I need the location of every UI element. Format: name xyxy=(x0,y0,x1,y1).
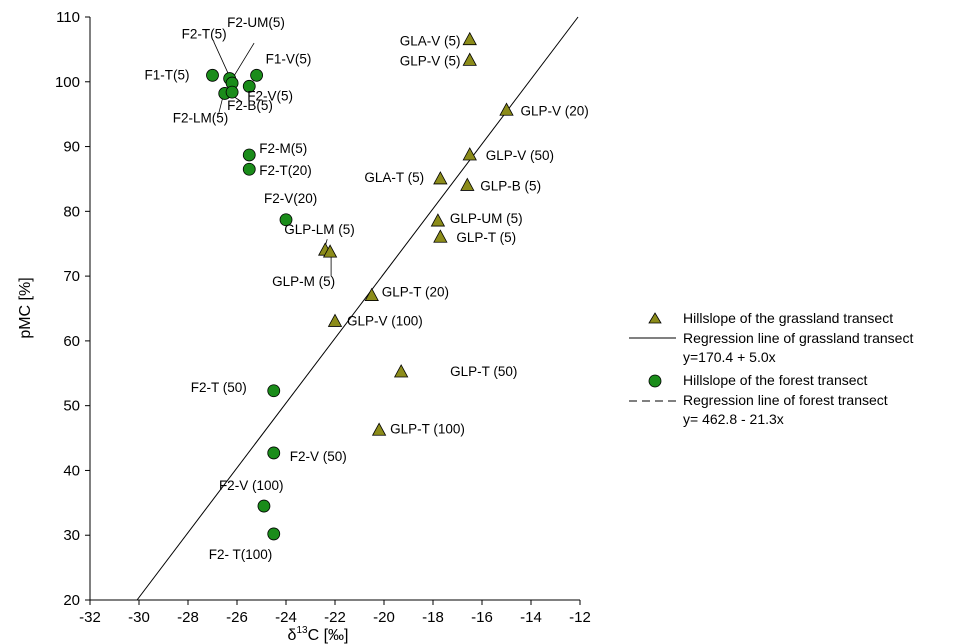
grassland-point xyxy=(393,364,409,378)
forest-point-label: F2-V (50) xyxy=(290,449,347,464)
grassland-point xyxy=(462,147,477,161)
forest-point-label: F2-T(5) xyxy=(182,27,227,42)
x-tick-label: -16 xyxy=(471,609,493,626)
legend-label-forest: Hillslope of the forest transect xyxy=(683,372,868,388)
point-labels: GLA-V (5) GLP-V (5) GLP-V (20) GLP-V (50) GL… xyxy=(145,15,589,562)
forest-label-leader xyxy=(213,41,230,75)
x-tick-label: -22 xyxy=(324,609,346,626)
grassland-point xyxy=(433,229,448,243)
grassland-point-label: GLP-V (50) xyxy=(486,148,554,163)
y-tick-label: 60 xyxy=(63,333,80,350)
grassland-point xyxy=(364,287,379,301)
forest-point-label: F1-V(5) xyxy=(266,51,312,66)
grassland-point-label: GLA-T (5) xyxy=(364,170,424,185)
x-axis-title-greek: δ xyxy=(288,627,297,644)
forest-point xyxy=(267,527,281,541)
forest-point xyxy=(242,79,256,93)
forest-point xyxy=(279,213,293,227)
grassland-point-label: GLP-V (20) xyxy=(521,103,589,118)
grassland-point xyxy=(462,31,477,46)
forest-point-label: F2-LM(5) xyxy=(173,110,229,125)
forest-point-label: F2-B(5) xyxy=(227,98,273,113)
y-axis-title: pMC [%] xyxy=(17,277,34,338)
x-tick-label: -24 xyxy=(275,609,297,626)
x-axis-title: δ13C [‰] xyxy=(288,625,349,644)
grassland-point xyxy=(462,52,477,66)
x-tick-label: -26 xyxy=(226,609,248,626)
forest-point-label: F2-V(5) xyxy=(247,88,293,103)
legend-label-grassland-regression: Regression line of grassland transect xyxy=(683,330,913,346)
grassland-point xyxy=(322,244,338,258)
grassland-point-label: GLP-LM (5) xyxy=(284,222,355,237)
x-tick-label: -20 xyxy=(373,609,395,626)
regression-line-grassland xyxy=(136,16,579,601)
x-tick-label: -30 xyxy=(128,609,150,626)
y-tick-label: 70 xyxy=(63,268,80,285)
x-tick-label: -32 xyxy=(79,609,101,626)
forest-point xyxy=(225,85,239,99)
legend: Hillslope of the grassland transect Regr… xyxy=(629,310,913,427)
legend-circle-marker xyxy=(648,374,662,388)
grassland-point-label: GLP-T (100) xyxy=(390,421,465,436)
x-axis-title-rest: C [‰] xyxy=(308,627,349,644)
forest-point xyxy=(250,68,264,82)
y-tick-label: 110 xyxy=(56,9,80,26)
y-tick-label: 40 xyxy=(63,462,80,479)
forest-point-label: F2-V(20) xyxy=(264,191,317,206)
grassland-point-label: GLA-V (5) xyxy=(400,34,461,49)
forest-point xyxy=(206,68,219,82)
grassland-point-label: GLP-T (50) xyxy=(450,364,517,379)
grassland-point-label: GLP-M (5) xyxy=(272,274,335,289)
forest-label-leader xyxy=(218,97,224,114)
y-tick-label: 20 xyxy=(63,592,80,609)
grassland-point xyxy=(499,102,514,116)
forest-point-label: F1-T(5) xyxy=(145,67,190,82)
legend-grassland-equation: y=170.4 + 5.0x xyxy=(683,349,776,365)
forest-point xyxy=(242,148,256,162)
x-tick-label: -14 xyxy=(520,609,542,626)
x-tick-label: -28 xyxy=(177,609,199,626)
grassland-point xyxy=(430,213,446,227)
legend-label-grassland: Hillslope of the grassland transect xyxy=(683,310,893,326)
grassland-point-label: GLP-V (5) xyxy=(400,53,461,68)
forest-point-label: F2-T (50) xyxy=(191,380,247,395)
grassland-point-label: GLP-T (5) xyxy=(456,230,516,245)
y-tick-label: 50 xyxy=(63,398,80,415)
x-tick-label: -18 xyxy=(422,609,444,626)
data-points xyxy=(206,31,514,541)
forest-point xyxy=(257,499,271,513)
grassland-point xyxy=(433,171,448,185)
forest-point xyxy=(267,384,281,398)
forest-point-label: F2- T(100) xyxy=(209,547,273,562)
grassland-point xyxy=(371,422,387,436)
y-tick-label: 30 xyxy=(63,527,80,544)
grassland-point xyxy=(460,177,475,191)
forest-point xyxy=(242,162,256,176)
forest-point-label: F2-V (100) xyxy=(219,478,284,493)
grassland-point-label: GLP-B (5) xyxy=(480,178,541,193)
grassland-point-label: GLP-UM (5) xyxy=(450,211,523,226)
legend-triangle-marker xyxy=(648,312,662,324)
forest-point-label: F2-M(5) xyxy=(259,141,307,156)
forest-label-leader xyxy=(231,42,255,80)
grassland-point-label: GLP-V (100) xyxy=(347,313,423,328)
y-ticks: 20 30 40 50 60 70 80 90 100 110 xyxy=(55,9,90,609)
forest-point-label: F2-UM(5) xyxy=(227,15,285,30)
x-tick-label: -12 xyxy=(569,609,591,626)
y-tick-label: 80 xyxy=(63,203,80,220)
forest-point-label: F2-T(20) xyxy=(259,163,312,178)
x-axis-title-superscript: 13 xyxy=(296,625,308,636)
grassland-point-label: GLP-T (20) xyxy=(382,285,449,300)
forest-point xyxy=(267,446,281,460)
legend-label-forest-regression: Regression line of forest transect xyxy=(683,392,888,408)
x-ticks: -32 -30 -28 -26 -24 -22 -20 -18 -16 -14 -12 xyxy=(79,600,591,626)
y-tick-label: 90 xyxy=(63,139,80,156)
y-tick-label: 100 xyxy=(55,74,80,91)
legend-forest-equation: y= 462.8 - 21.3x xyxy=(683,411,784,427)
grassland-point xyxy=(327,313,343,327)
